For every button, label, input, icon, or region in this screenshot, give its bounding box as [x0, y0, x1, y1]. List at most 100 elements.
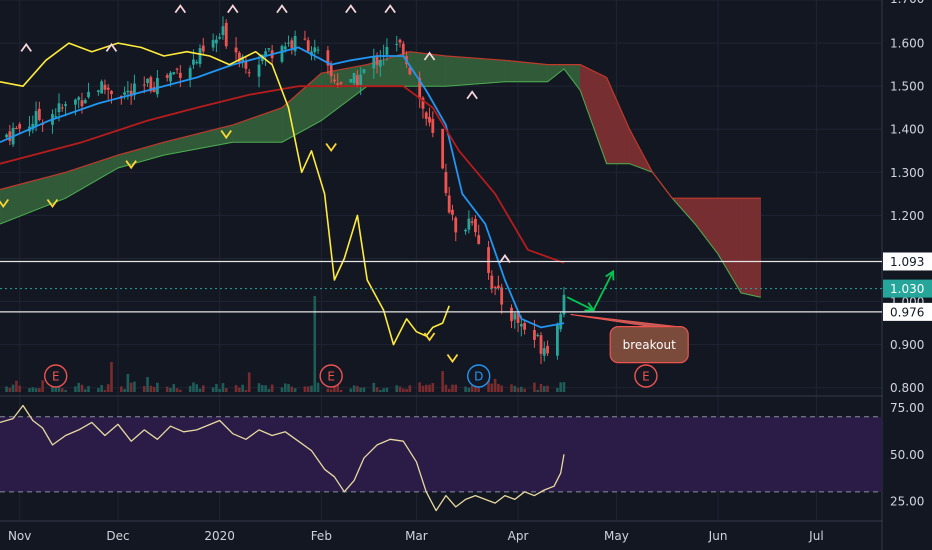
volume-bar [218, 388, 221, 392]
volume-bar [165, 386, 169, 392]
candle-body [83, 100, 87, 104]
volume-bar [18, 385, 21, 392]
volume-bar [474, 384, 477, 392]
candle-body [96, 90, 100, 92]
candle-body [155, 77, 159, 95]
signal-up-marker [345, 4, 357, 14]
volume-bar [188, 386, 192, 392]
event-marker-label: D [474, 370, 483, 384]
cloud-segment-bearish [740, 197, 762, 298]
volume-bar [77, 382, 80, 392]
candle-body [100, 81, 104, 94]
volume-bar [385, 387, 389, 392]
volume-bar [103, 389, 107, 392]
candle-body [352, 73, 356, 84]
signal-up-marker [423, 51, 436, 61]
volume-bar [195, 384, 199, 392]
price-level-tag [883, 302, 932, 321]
signal-up-marker [466, 90, 478, 100]
time-axis-tick-label: 2020 [204, 529, 235, 543]
candle-body [431, 119, 435, 133]
candle-body [562, 294, 566, 315]
cloud-segment-bullish [409, 51, 447, 87]
volume-bar [490, 383, 494, 392]
candle-body [224, 22, 228, 47]
candle-body [34, 111, 38, 127]
candle-body [195, 62, 199, 64]
signal-up-marker [276, 4, 288, 14]
volume-bar [408, 385, 412, 392]
candle-body [126, 90, 130, 93]
volume-bar [283, 383, 287, 392]
arrow-shaft [592, 270, 614, 311]
candle-body [31, 123, 35, 130]
candle-body [290, 40, 294, 48]
signal-markers [0, 4, 511, 364]
volume-bar [8, 387, 12, 392]
volume-bar [267, 389, 271, 392]
volume-bar [241, 384, 244, 392]
price-axis-tick-label: 1.700 [890, 0, 924, 6]
candle-body [441, 128, 445, 169]
volume-bar [83, 389, 87, 392]
signal-down-marker [220, 130, 232, 140]
signal-up-marker [499, 253, 511, 263]
price-axis-tick-label: 0.800 [890, 381, 924, 395]
candle-body [211, 40, 215, 48]
volume-bar [238, 387, 241, 392]
volume-bar [431, 383, 435, 392]
volume-bar [270, 384, 274, 392]
volume-bar [513, 385, 517, 392]
candle-body [336, 83, 340, 86]
time-axis-tick-label: Apr [508, 529, 529, 543]
volume-bar [418, 382, 421, 392]
volume-bar [146, 377, 149, 392]
volume-bar [336, 384, 340, 392]
volume-bar [169, 387, 172, 392]
volume-bar [428, 384, 431, 392]
volume-bar [546, 385, 549, 392]
volume-bar [5, 386, 8, 392]
candle-body [428, 116, 431, 123]
oscillator-band-fill [0, 416, 882, 492]
cloud-segment-bullish [445, 55, 506, 87]
candle-body [546, 345, 549, 354]
volume-bar [520, 386, 523, 392]
candle-body [267, 48, 271, 50]
candle-body [8, 131, 12, 141]
candle-body [313, 47, 317, 53]
candle-body [316, 49, 320, 51]
volume-bar [401, 388, 405, 392]
volume-bar [100, 385, 103, 392]
candle-body [74, 99, 77, 105]
price-axis-tick-label: 1.600 [890, 37, 924, 51]
volume-bar [201, 385, 205, 392]
candle-body [293, 35, 297, 52]
candle-body [398, 39, 402, 43]
price-axis-tick-label: 1.500 [890, 80, 924, 94]
candle-body [64, 104, 67, 106]
candle-body [451, 209, 454, 215]
candle-body [14, 128, 18, 130]
volume-bar [310, 385, 313, 392]
time-axis-tick-label: Dec [106, 529, 129, 543]
candle-body [218, 37, 222, 39]
volume-bar [257, 383, 261, 392]
volume-bar [64, 389, 67, 392]
candle-body [326, 50, 330, 66]
volume-bar [293, 388, 297, 392]
volume-bar [179, 389, 182, 392]
axes: 0.8000.9001.0001.1001.2001.3001.4001.500… [8, 0, 932, 550]
volume-bar [192, 382, 195, 392]
event-marker-label: E [52, 370, 60, 384]
candle-body [500, 287, 504, 305]
volume-bar [303, 386, 307, 392]
candle-body [215, 39, 218, 44]
candle-body [18, 124, 22, 129]
oscillator-axis-tick-label: 50.00 [890, 448, 924, 462]
volume-bar [247, 372, 251, 392]
signal-down-marker [46, 198, 59, 209]
volume-bar [224, 388, 228, 392]
volume-bar [372, 382, 376, 392]
